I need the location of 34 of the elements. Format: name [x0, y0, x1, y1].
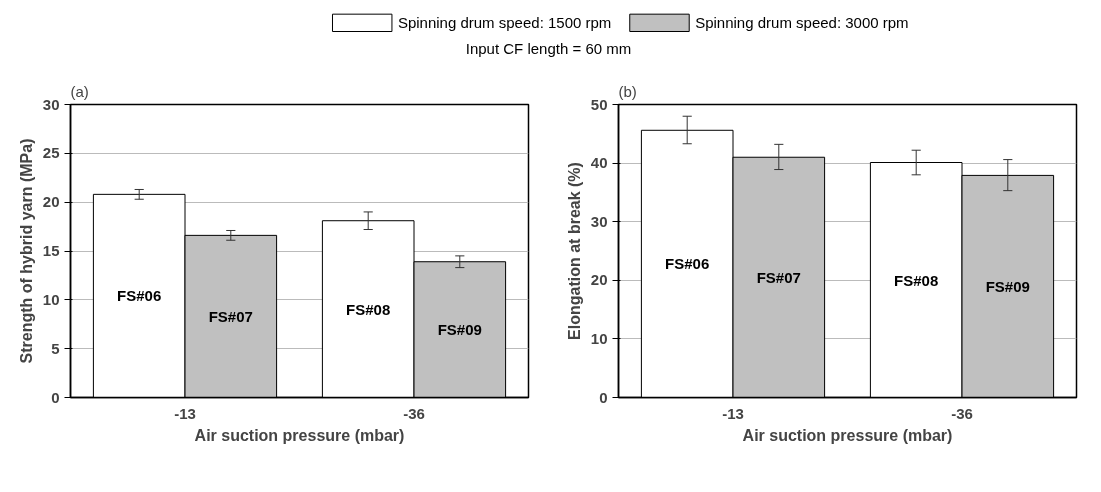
y-tick-label: 30: [42, 95, 60, 113]
annotation: FS#07: [208, 307, 253, 325]
chart-title: (b): [618, 82, 637, 100]
annotation: FS#06: [117, 287, 162, 305]
x-tick-label: -36: [951, 404, 973, 422]
y-tick-label: 5: [51, 339, 60, 357]
annotation: FS#07: [756, 268, 801, 286]
annotation: FS#09: [437, 321, 482, 339]
legend-label: Spinning drum speed: 1500 rpm: [397, 14, 612, 32]
x-tick-label: -13: [722, 404, 744, 422]
chart-subtitle: Input CF length = 60 mm: [465, 40, 632, 58]
y-tick-label: 15: [42, 242, 60, 259]
x-axis-title: Air suction pressure (mbar): [742, 426, 953, 444]
x-tick-label: -13: [174, 404, 196, 422]
y-tick-label: 25: [42, 144, 60, 162]
x-tick-label: -36: [403, 404, 425, 422]
y-tick-label: 20: [590, 271, 608, 289]
x-axis-title: Air suction pressure (mbar): [194, 426, 405, 444]
y-axis-title: Elongation at break (%): [565, 162, 583, 340]
legend-label: Spinning drum speed: 3000 rpm: [695, 14, 909, 32]
annotation: FS#09: [985, 277, 1030, 295]
y-tick-label: 0: [599, 388, 608, 406]
annotation: FS#08: [894, 271, 939, 289]
y-tick-label: 20: [42, 193, 60, 211]
y-tick-label: 50: [590, 95, 608, 113]
y-tick-label: 10: [42, 290, 60, 308]
y-tick-label: 0: [51, 388, 60, 406]
y-tick-label: 40: [590, 154, 608, 172]
y-tick-label: 10: [590, 329, 608, 347]
y-tick-label: 30: [590, 212, 608, 230]
annotation: FS#08: [346, 300, 391, 318]
y-axis-title: Strength of hybrid yarn (MPa): [17, 138, 35, 364]
annotation: FS#06: [665, 255, 710, 273]
chart-title: (a): [70, 82, 89, 100]
